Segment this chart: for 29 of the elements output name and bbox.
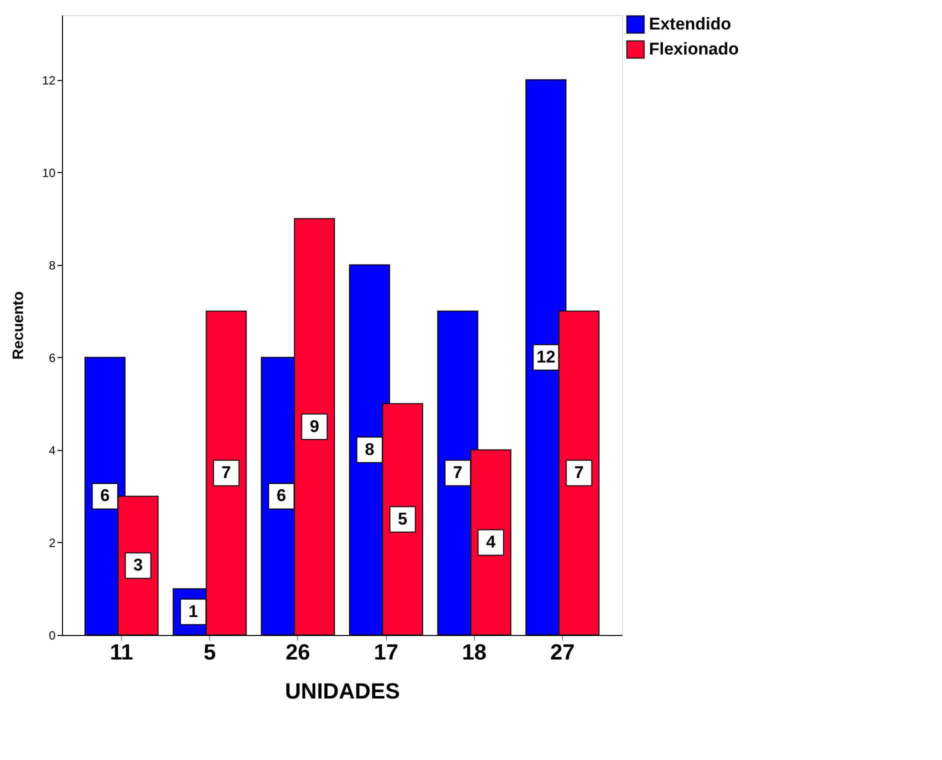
data-label: 1	[188, 602, 198, 621]
y-tick-label: 6	[48, 350, 56, 365]
data-label: 3	[133, 556, 143, 575]
x-tick-label: 18	[462, 640, 487, 664]
data-label: 7	[574, 463, 584, 482]
y-tick-label: 10	[42, 166, 56, 180]
data-label: 6	[276, 486, 286, 506]
x-tick-label: 27	[550, 640, 575, 664]
data-label: 6	[100, 486, 110, 506]
y-tick-label: 2	[48, 536, 56, 550]
y-tick-label: 12	[42, 73, 56, 88]
data-label: 7	[453, 463, 462, 482]
data-label: 7	[222, 463, 231, 482]
x-tick-label: 26	[286, 640, 310, 664]
data-label: 8	[364, 440, 374, 459]
data-label: 9	[310, 416, 320, 436]
data-label: 12	[536, 347, 556, 366]
y-tick-label: 4	[48, 443, 56, 458]
data-label: 4	[486, 532, 496, 552]
data-label: 5	[398, 509, 408, 528]
y-tick-label: 0	[48, 628, 56, 642]
legend-label: Extendido	[649, 14, 732, 34]
x-axis-title: UNIDADES	[285, 678, 400, 704]
y-axis-title: Recuento	[10, 291, 28, 360]
legend-label: Flexionado	[649, 40, 739, 58]
x-tick-label: 11	[110, 640, 134, 664]
x-tick-label: 17	[374, 640, 398, 664]
y-tick-label: 8	[48, 258, 56, 272]
x-tick-label: 5	[204, 640, 216, 664]
